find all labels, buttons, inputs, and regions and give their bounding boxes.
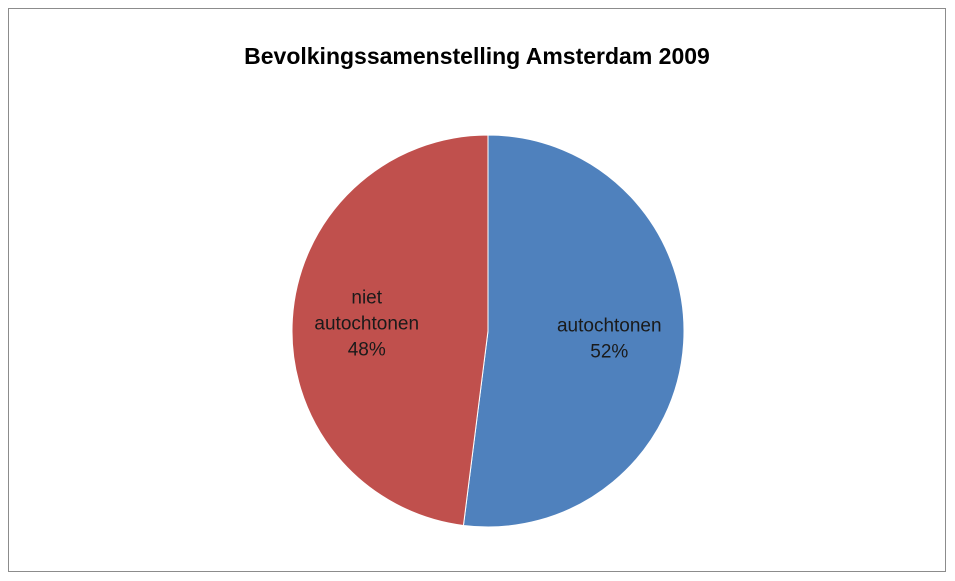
- slice-name-label: niet: [351, 287, 382, 308]
- data-label-autochtonen: autochtonen 52%: [557, 316, 662, 363]
- slice-percent-label: 48%: [348, 339, 386, 360]
- pie-slice-autochtonen: [462, 134, 685, 528]
- slice-percent-label: 52%: [590, 342, 628, 363]
- data-label-niet-autochtonen: niet autochtonen 48%: [314, 287, 419, 360]
- chart-title: Bevolkingssamenstelling Amsterdam 2009: [244, 43, 710, 69]
- pie-slice-niet-autochtonen: [291, 134, 489, 527]
- chart-area: Bevolkingssamenstelling Amsterdam 2009 a…: [8, 8, 946, 572]
- pie-chart: autochtonen 52% niet autochtonen 48%: [291, 134, 685, 528]
- slice-name-label: autochtonen: [557, 316, 662, 337]
- slice-name-label: autochtonen: [314, 313, 419, 334]
